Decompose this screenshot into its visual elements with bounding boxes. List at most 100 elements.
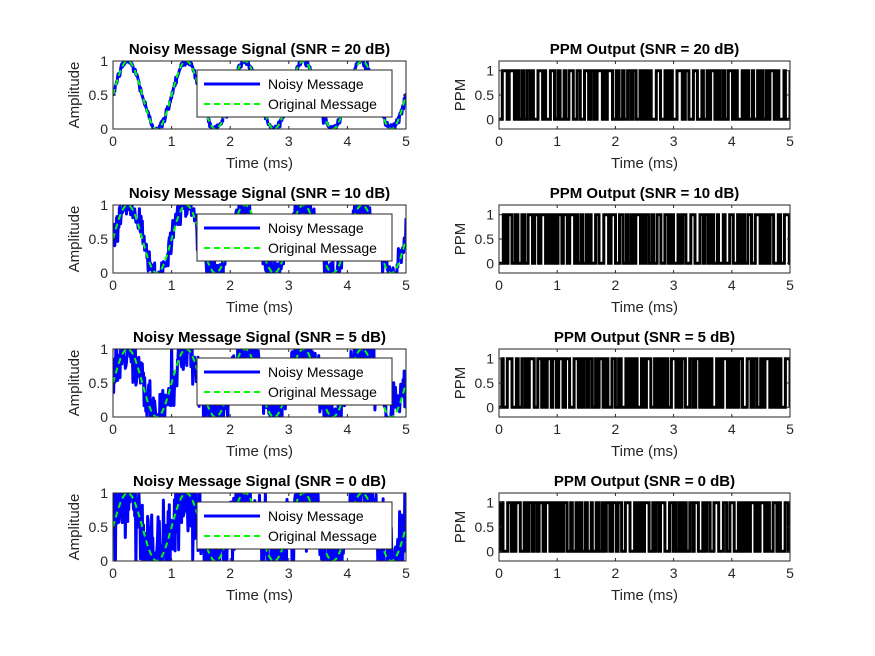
x-tick-label: 0 [495,277,503,293]
chart-title: Noisy Message Signal (SNR = 0 dB) [133,473,386,490]
legend-box [196,69,393,118]
chart-title: Noisy Message Signal (SNR = 20 dB) [129,41,390,58]
x-tick-label: 3 [285,133,293,149]
ppm-output-line [499,69,790,121]
x-tick-label: 1 [168,133,176,149]
x-tick-label: 5 [402,133,410,149]
y-tick-label: 0.5 [475,231,495,247]
x-axis-label: Time (ms) [611,155,678,172]
y-axis-label: Amplitude [66,350,83,417]
x-tick-label: 0 [495,133,503,149]
x-tick-label: 4 [728,421,736,437]
y-tick-label: 0.5 [475,375,495,391]
chart-title: PPM Output (SNR = 10 dB) [550,185,740,202]
x-tick-label: 2 [226,277,234,293]
chart-title: PPM Output (SNR = 0 dB) [554,473,735,490]
x-tick-label: 4 [728,565,736,581]
legend-original-label: Original Message [268,528,377,544]
y-tick-label: 0 [100,121,108,137]
x-tick-label: 2 [226,133,234,149]
y-axis-label: PPM [452,79,469,112]
y-tick-label: 0 [486,543,494,559]
y-tick-label: 0 [100,409,108,425]
ppm-output-line [499,501,790,553]
x-tick-label: 2 [226,565,234,581]
legend-box [196,501,393,550]
ppm-output-line [499,213,790,265]
x-axis-label: Time (ms) [611,587,678,604]
x-tick-label: 0 [109,277,117,293]
x-tick-label: 4 [344,565,352,581]
legend: Noisy Message Original Message [196,357,393,406]
x-axis-label: Time (ms) [611,299,678,316]
x-axis-label: Time (ms) [611,443,678,460]
y-tick-label: 0.5 [89,375,109,391]
x-tick-label: 4 [728,133,736,149]
x-tick-label: 3 [285,421,293,437]
x-tick-label: 3 [670,421,678,437]
x-tick-label: 0 [109,565,117,581]
x-tick-label: 2 [226,421,234,437]
x-tick-label: 0 [495,421,503,437]
x-tick-label: 1 [168,421,176,437]
x-tick-label: 4 [344,277,352,293]
x-tick-label: 5 [786,133,794,149]
y-tick-label: 0.5 [89,231,109,247]
x-tick-label: 2 [612,133,620,149]
y-tick-label: 1 [100,197,108,213]
y-tick-label: 1 [486,63,494,79]
y-axis-label: PPM [452,511,469,544]
x-tick-label: 5 [402,277,410,293]
y-tick-label: 1 [486,207,494,223]
plot-lines [499,213,790,265]
x-tick-label: 5 [786,421,794,437]
y-tick-label: 0.5 [89,519,109,535]
x-tick-label: 2 [612,421,620,437]
x-tick-label: 3 [670,277,678,293]
noisy-message-plot-1: 0 1 2 3 4 5 0 0.5 1 Noisy Message Signal (SNR = 2… [66,41,410,172]
ppm-output-plot-1: 0 1 2 3 4 5 0 0.5 1 PPM Output (SNR = 20 dB) Time … [452,41,794,172]
ppm-output-plot-3: 0 1 2 3 4 5 0 0.5 1 PPM Output (SNR = 5 dB) Time (… [452,329,794,460]
x-tick-label: 5 [402,421,410,437]
plot-lines [499,357,790,409]
chart-title: Noisy Message Signal (SNR = 10 dB) [129,185,390,202]
x-tick-label: 4 [344,133,352,149]
x-tick-label: 3 [285,565,293,581]
y-axis-label: PPM [452,223,469,256]
legend: Noisy Message Original Message [196,69,393,118]
y-tick-label: 0.5 [475,519,495,535]
y-tick-label: 0 [486,255,494,271]
x-tick-label: 4 [344,421,352,437]
legend-original-label: Original Message [268,96,377,112]
x-tick-label: 1 [168,565,176,581]
x-tick-label: 3 [670,133,678,149]
x-axis-label: Time (ms) [226,155,293,172]
y-axis-label: Amplitude [66,494,83,561]
y-axis-label: PPM [452,367,469,400]
legend: Noisy Message Original Message [196,501,393,550]
ppm-output-line [499,357,790,409]
x-tick-label: 5 [786,277,794,293]
x-tick-label: 3 [285,277,293,293]
chart-title: Noisy Message Signal (SNR = 5 dB) [133,329,386,346]
legend: Noisy Message Original Message [196,213,393,262]
x-tick-label: 0 [495,565,503,581]
x-tick-label: 1 [168,277,176,293]
ppm-output-plot-4: 0 1 2 3 4 5 0 0.5 1 PPM Output (SNR = 0 dB) Time (… [452,473,794,604]
y-tick-label: 1 [486,351,494,367]
y-tick-label: 0 [486,399,494,415]
y-axis-label: Amplitude [66,206,83,273]
legend-original-label: Original Message [268,240,377,256]
x-tick-label: 5 [786,565,794,581]
legend-box [196,357,393,406]
x-tick-label: 1 [553,277,561,293]
noisy-message-plot-3: 0 1 2 3 4 5 0 0.5 1 Noisy Message Signal (SNR = 5… [66,329,410,460]
legend-noisy-label: Noisy Message [268,508,364,524]
y-tick-label: 0 [100,265,108,281]
x-tick-label: 0 [109,421,117,437]
y-tick-label: 1 [100,485,108,501]
y-tick-label: 0.5 [89,87,109,103]
x-tick-label: 5 [402,565,410,581]
noisy-message-plot-4: 0 1 2 3 4 5 0 0.5 1 Noisy Message Signal (SNR = 0… [66,473,410,604]
legend-noisy-label: Noisy Message [268,76,364,92]
